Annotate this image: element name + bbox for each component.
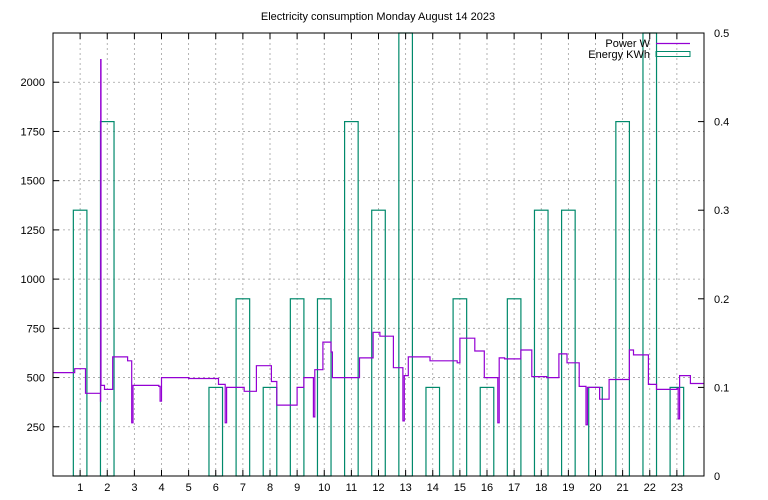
legend-label-power: Power W bbox=[605, 38, 650, 50]
x-tick-label: 17 bbox=[508, 482, 520, 494]
x-tick-label: 11 bbox=[346, 482, 357, 494]
power-line-layer bbox=[53, 59, 704, 426]
x-tick-label: 21 bbox=[617, 482, 629, 494]
y2-tick-label: 0 bbox=[714, 471, 720, 483]
y-tick-label: 1750 bbox=[21, 126, 45, 138]
x-tick-label: 3 bbox=[131, 482, 137, 494]
x-tick-label: 23 bbox=[671, 482, 683, 494]
grid bbox=[53, 33, 704, 476]
x-tick-label: 2 bbox=[104, 482, 110, 494]
x-tick-label: 6 bbox=[213, 482, 219, 494]
y-tick-label: 1000 bbox=[21, 274, 45, 286]
legend-swatch-energy bbox=[655, 51, 691, 57]
y2-tick-label: 0.2 bbox=[714, 294, 729, 306]
y-tick-label: 250 bbox=[27, 422, 45, 434]
x-tick-label: 14 bbox=[427, 482, 439, 494]
x-tick-label: 4 bbox=[158, 482, 164, 494]
y2-tick-label: 0.4 bbox=[714, 117, 729, 129]
x-tick-label: 16 bbox=[481, 482, 493, 494]
x-tick-label: 20 bbox=[589, 482, 601, 494]
x-tick-label: 13 bbox=[400, 482, 412, 494]
x-tick-label: 10 bbox=[318, 482, 330, 494]
y2-tick-label: 0.5 bbox=[714, 28, 729, 40]
x-tick-label: 8 bbox=[267, 482, 273, 494]
y-tick-label: 1250 bbox=[21, 225, 45, 237]
chart-title: Electricity consumption Monday August 14… bbox=[261, 11, 495, 23]
axis-ticks: 1 2 3 4 5 6 7 8 9 10 11 12 13 14 15 16 17 18 19 20 21 22 23250… bbox=[21, 28, 730, 494]
y2-tick-label: 0.1 bbox=[714, 382, 729, 394]
x-tick-label: 5 bbox=[186, 482, 192, 494]
y-tick-label: 1500 bbox=[21, 176, 45, 188]
x-tick-label: 7 bbox=[240, 482, 246, 494]
y2-tick-label: 0.3 bbox=[714, 205, 729, 217]
x-tick-label: 9 bbox=[294, 482, 300, 494]
x-tick-label: 15 bbox=[454, 482, 466, 494]
legend: Power W Energy KWh bbox=[588, 38, 691, 61]
y-tick-label: 2000 bbox=[21, 77, 45, 89]
y-tick-label: 500 bbox=[27, 373, 45, 385]
power-line bbox=[53, 59, 704, 426]
x-tick-label: 18 bbox=[535, 482, 547, 494]
x-tick-label: 22 bbox=[644, 482, 656, 494]
legend-label-energy: Energy KWh bbox=[588, 49, 650, 61]
y-tick-label: 750 bbox=[27, 323, 45, 335]
x-tick-label: 1 bbox=[77, 482, 83, 494]
x-tick-label: 19 bbox=[562, 482, 574, 494]
x-tick-label: 12 bbox=[372, 482, 384, 494]
